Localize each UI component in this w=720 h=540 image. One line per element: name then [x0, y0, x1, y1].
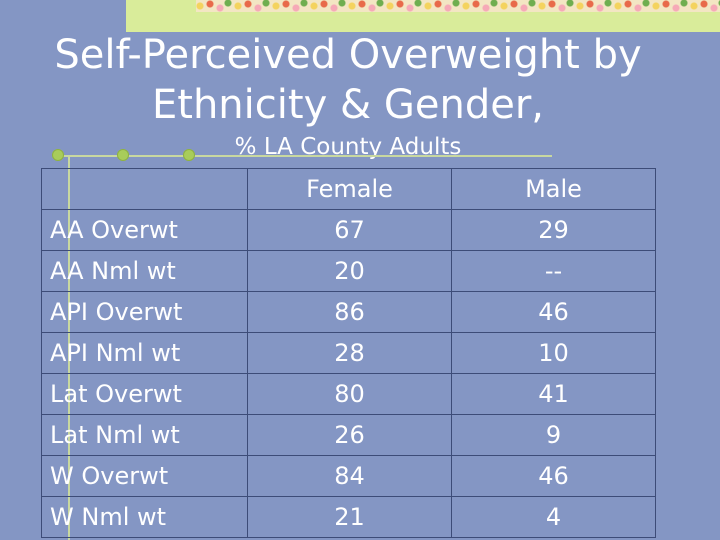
male-value: 10: [451, 332, 656, 374]
decorative-dot: [117, 149, 129, 161]
male-value: 46: [451, 291, 656, 333]
header-cell-female: Female: [247, 168, 452, 210]
male-value: 9: [451, 414, 656, 456]
header-cell-male: Male: [451, 168, 656, 210]
table-row: AA Nml wt 20 --: [41, 250, 656, 292]
male-value: 4: [451, 496, 656, 538]
row-label: AA Overwt: [41, 209, 248, 251]
table-row: W Nml wt 21 4: [41, 496, 656, 538]
decorative-dot: [52, 149, 64, 161]
male-value: --: [451, 250, 656, 292]
female-value: 21: [247, 496, 452, 538]
header-cell-empty: [41, 168, 248, 210]
table-row: Lat Nml wt 26 9: [41, 414, 656, 456]
row-label: AA Nml wt: [41, 250, 248, 292]
female-value: 80: [247, 373, 452, 415]
decorative-rule-horizontal: [58, 155, 552, 157]
female-value: 26: [247, 414, 452, 456]
female-value: 86: [247, 291, 452, 333]
male-value: 41: [451, 373, 656, 415]
table-row: Lat Overwt 80 41: [41, 373, 656, 415]
table-row: AA Overwt 67 29: [41, 209, 656, 251]
male-value: 29: [451, 209, 656, 251]
table-header-row: Female Male: [41, 168, 656, 210]
row-label: API Overwt: [41, 291, 248, 333]
decorative-dot: [183, 149, 195, 161]
table-row: API Overwt 86 46: [41, 291, 656, 333]
row-label: W Overwt: [41, 455, 248, 497]
female-value: 84: [247, 455, 452, 497]
overweight-table: Female Male AA Overwt 67 29 AA Nml wt 20 -- AP…: [41, 168, 656, 538]
female-value: 20: [247, 250, 452, 292]
row-label: Lat Nml wt: [41, 414, 248, 456]
row-label: Lat Overwt: [41, 373, 248, 415]
slide-title: Self-Perceived Overweight by Ethnicity &…: [54, 32, 642, 128]
floral-banner-image: [196, 0, 720, 12]
female-value: 67: [247, 209, 452, 251]
row-label: W Nml wt: [41, 496, 248, 538]
slide-subtitle: % LA County Adults: [234, 134, 462, 160]
row-label: API Nml wt: [41, 332, 248, 374]
female-value: 28: [247, 332, 452, 374]
table-row: API Nml wt 28 10: [41, 332, 656, 374]
table-row: W Overwt 84 46: [41, 455, 656, 497]
male-value: 46: [451, 455, 656, 497]
